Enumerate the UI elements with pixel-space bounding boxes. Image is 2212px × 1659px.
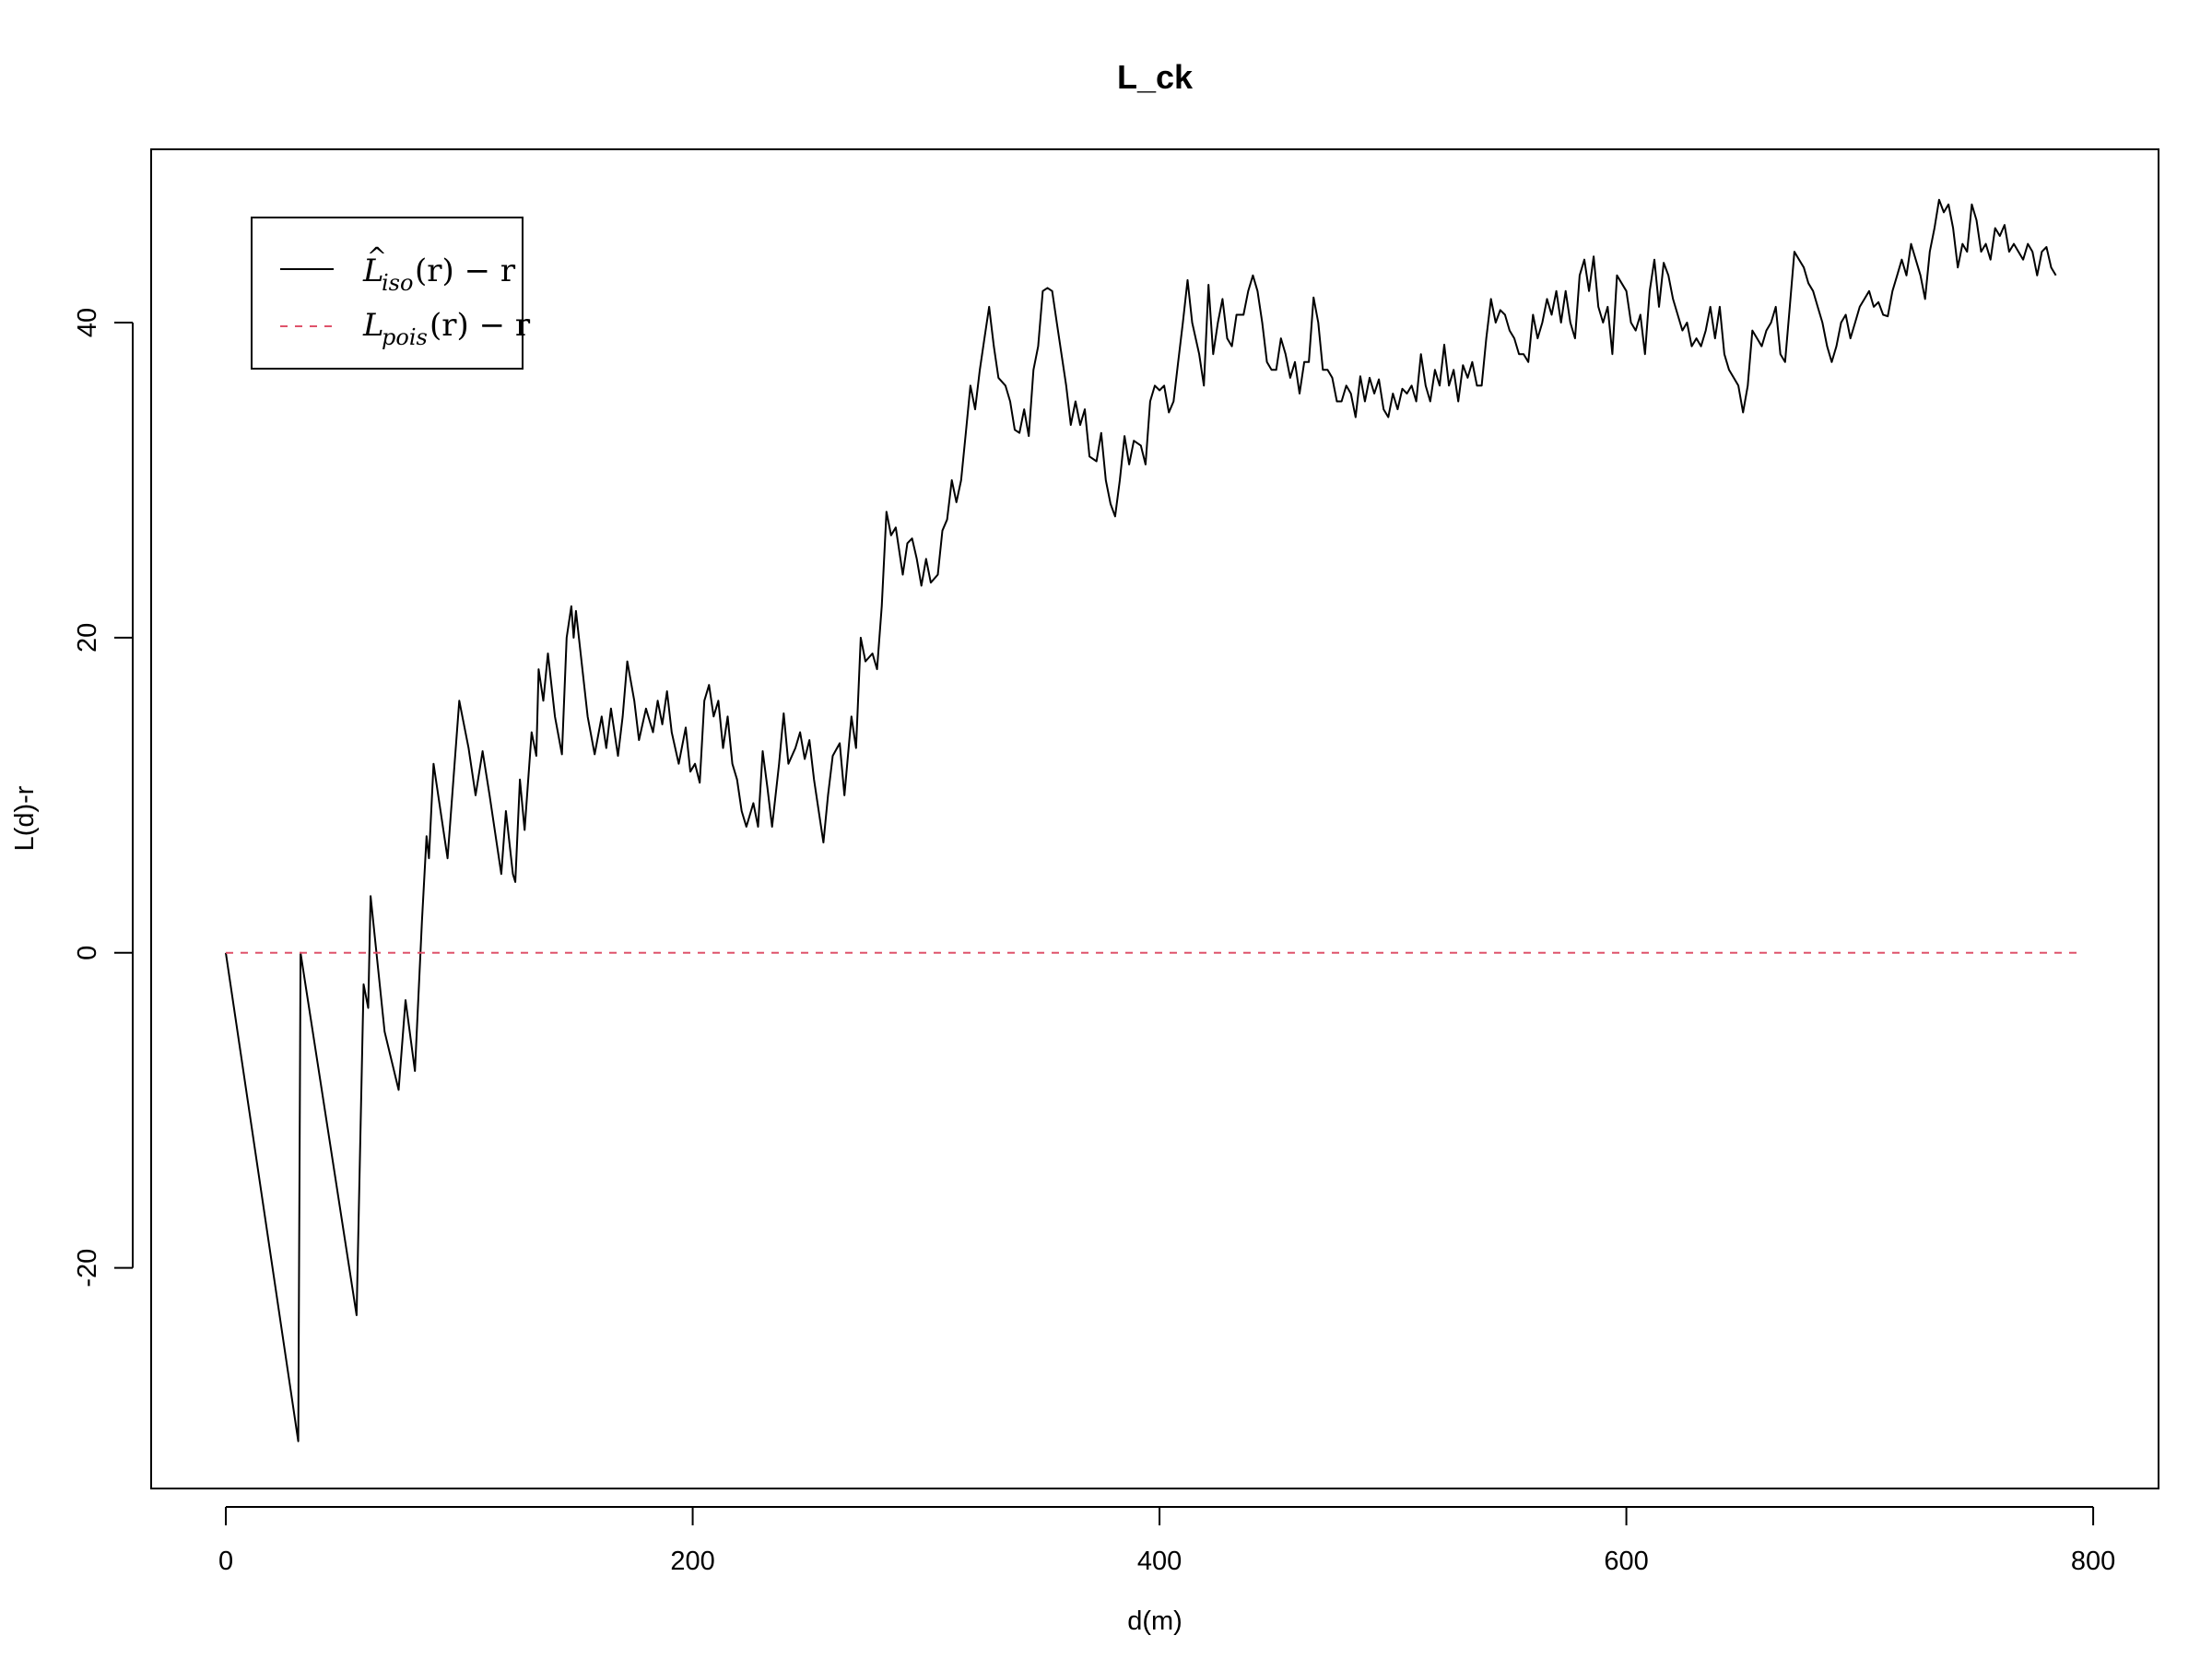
legend-entry-iso-sub: iso [382,270,413,296]
x-tick-label: 0 [218,1547,233,1576]
x-tick-label: 600 [1604,1547,1648,1576]
y-tick-label: -20 [73,1249,102,1288]
legend-entry-iso: ^ L iso (r) − r [362,243,516,296]
y-tick-label: 0 [73,946,102,960]
legend-entry-pois-sub: pois [382,324,428,350]
series-line-iso [225,198,2057,1442]
y-tick-label: 20 [73,623,102,653]
legend: ^ L iso (r) − r L pois (r) − r [251,217,531,370]
y-axis-label: L(d)-r [10,785,40,851]
x-tick-label: 400 [1137,1547,1182,1576]
legend-box [251,217,524,370]
y-axis: -20 0 20 40 [73,308,134,1288]
x-tick-label: 200 [670,1547,714,1576]
series-layer [225,198,2082,1442]
legend-entry-pois-rest: (r) − r [429,307,531,344]
x-tick-label: 800 [2071,1547,2115,1576]
legend-entry-pois-main: L [362,307,384,344]
legend-entry-pois: L pois (r) − r [362,307,531,350]
legend-entry-iso-main: L [362,253,384,289]
legend-entry-iso-rest: (r) − r [415,253,516,289]
x-axis-label: d(m) [1127,1606,1182,1636]
x-axis: 0 200 400 600 800 [218,1506,2115,1576]
legend-entry-iso-hat: ^ [367,243,387,271]
chart-title: L_ck [1117,58,1194,96]
y-tick-label: 40 [73,308,102,337]
plot-frame [150,148,2159,1489]
